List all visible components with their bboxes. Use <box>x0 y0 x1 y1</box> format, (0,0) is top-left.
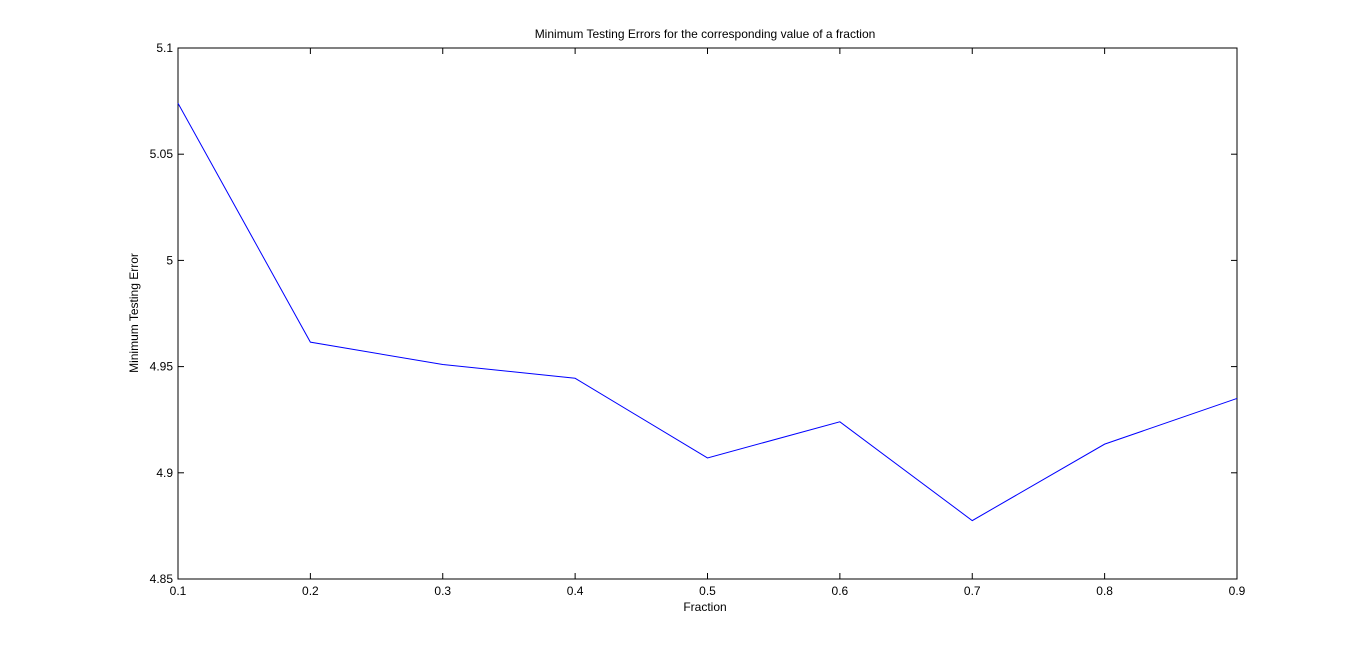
x-tick-label: 0.2 <box>302 584 319 598</box>
y-tick-label: 5.05 <box>150 147 174 161</box>
x-tick-label: 0.1 <box>170 584 187 598</box>
chart-title: Minimum Testing Errors for the correspon… <box>535 27 876 41</box>
x-tick-label: 0.7 <box>964 584 981 598</box>
y-axis-ticks: 4.85 4.9 4.95 5 5.05 5.1 <box>150 41 1237 586</box>
x-tick-label: 0.6 <box>832 584 849 598</box>
x-tick-label: 0.4 <box>567 584 584 598</box>
y-tick-label: 4.85 <box>150 572 174 586</box>
x-tick-label: 0.3 <box>434 584 451 598</box>
y-tick-label: 4.9 <box>156 466 173 480</box>
plot-area <box>177 47 1238 580</box>
x-tick-label: 0.5 <box>699 584 716 598</box>
y-tick-label: 5 <box>166 253 173 267</box>
y-axis-label: Minimum Testing Error <box>127 253 141 373</box>
x-axis-label: Fraction <box>683 600 726 614</box>
x-tick-label: 0.9 <box>1229 584 1246 598</box>
series-line <box>177 102 1238 522</box>
x-axis-ticks: 0.1 0.2 0.3 0.4 0.5 0.6 0.7 0.8 0.9 <box>170 48 1246 598</box>
series-layer <box>177 102 1238 522</box>
y-tick-label: 5.1 <box>156 41 173 55</box>
x-tick-label: 0.8 <box>1096 584 1113 598</box>
y-tick-label: 4.95 <box>150 360 174 374</box>
